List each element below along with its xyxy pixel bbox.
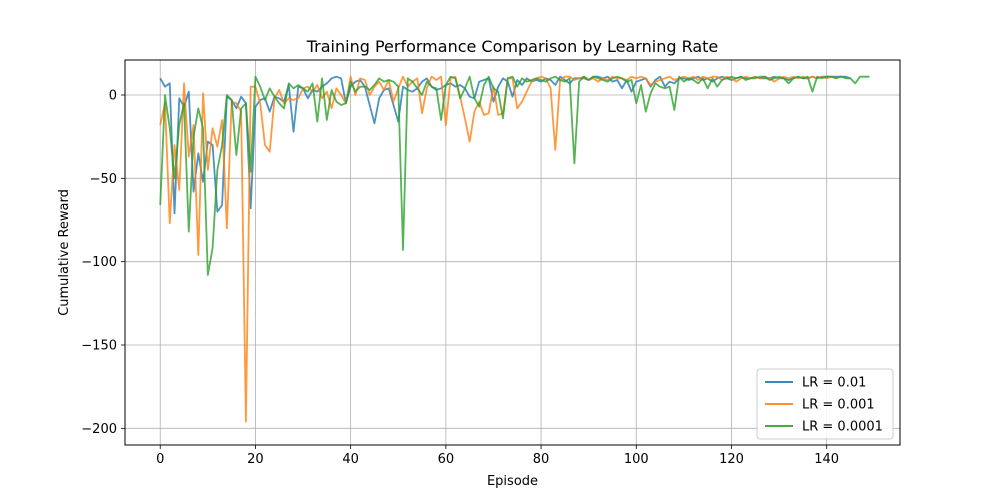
chart-title: Training Performance Comparison by Learn… [306, 37, 719, 56]
legend-box [756, 368, 894, 440]
y-ticks: 0 −50 −100 −150 −200 [81, 89, 125, 437]
x-ticks: 0 20 40 60 80 100 120 140 [156, 445, 839, 467]
x-tick-label: 0 [156, 452, 164, 467]
x-tick-label: 40 [342, 452, 359, 467]
y-tick-label: −200 [81, 422, 117, 437]
x-tick-label: 60 [438, 452, 455, 467]
plot-frame [124, 59, 901, 446]
x-tick-label: 100 [624, 452, 649, 467]
series-line-3 [159, 75, 870, 276]
series-lines [159, 75, 870, 423]
legend-label: LR = 0.001 [802, 398, 875, 413]
x-tick-label: 140 [814, 452, 839, 467]
x-axis-label: Episode [487, 474, 538, 489]
y-tick-label: 0 [109, 89, 117, 104]
y-tick-label: −50 [90, 172, 117, 187]
x-tick-label: 120 [719, 452, 744, 467]
y-tick-label: −100 [81, 255, 117, 270]
y-axis-label: Cumulative Reward [57, 189, 72, 316]
y-tick-label: −150 [81, 339, 117, 354]
legend: LR = 0.01 LR = 0.001 LR = 0.0001 [756, 368, 894, 440]
legend-label: LR = 0.01 [802, 376, 866, 391]
x-tick-label: 20 [247, 452, 264, 467]
x-tick-label: 80 [533, 452, 550, 467]
legend-label: LR = 0.0001 [802, 420, 883, 435]
